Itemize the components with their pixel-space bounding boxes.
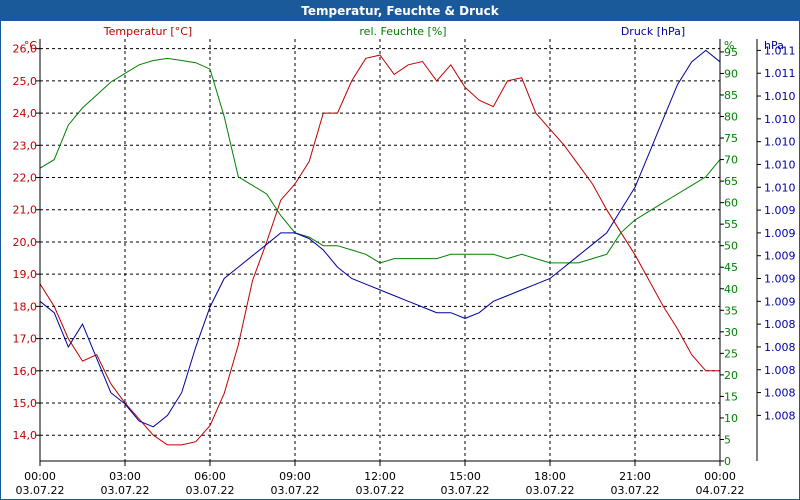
humidity-tick-label: 20	[724, 369, 738, 382]
x-tick-date: 03.07.22	[356, 484, 405, 497]
humidity-tick-label: 70	[724, 154, 738, 167]
humidity-legend-label: rel. Feuchte [%]	[359, 25, 446, 38]
x-tick-time: 00:00	[24, 470, 56, 483]
pressure-tick-label: 1.008	[764, 387, 796, 400]
temperature-tick-label: 26,0	[13, 43, 38, 56]
humidity-tick-label: 90	[724, 67, 738, 80]
humidity-tick-label: 80	[724, 111, 738, 124]
humidity-tick-label: 60	[724, 197, 738, 210]
x-tick-date: 03.07.22	[526, 484, 575, 497]
humidity-tick-label: 65	[724, 175, 738, 188]
temperature-tick-label: 15,0	[13, 397, 38, 410]
x-tick-date: 03.07.22	[186, 484, 235, 497]
humidity-tick-label: 45	[724, 261, 738, 274]
temperature-tick-label: 22,0	[13, 172, 38, 185]
x-tick-date: 03.07.22	[16, 484, 65, 497]
x-tick-time: 15:00	[449, 470, 481, 483]
humidity-tick-label: 95	[724, 46, 738, 59]
x-tick-time: 03:00	[109, 470, 141, 483]
pressure-legend-label: Druck [hPa]	[621, 25, 685, 38]
chart-labels: 00:0003.07.2203:0003.07.2206:0003.07.220…	[13, 25, 796, 497]
temperature-tick-label: 19,0	[13, 268, 38, 281]
chart-grid	[40, 39, 720, 461]
pressure-tick-label: 1.010	[764, 136, 796, 149]
temperature-tick-label: 24,0	[13, 107, 38, 120]
x-tick-date: 03.07.22	[271, 484, 320, 497]
temperature-tick-label: 23,0	[13, 139, 38, 152]
pressure-series-line	[39, 49, 721, 428]
pressure-tick-label: 1.009	[764, 227, 796, 240]
pressure-tick-label: 1.010	[764, 90, 796, 103]
pressure-tick-label: 1.009	[764, 273, 796, 286]
x-tick-date: 03.07.22	[611, 484, 660, 497]
humidity-tick-label: 30	[724, 326, 738, 339]
pressure-tick-label: 1.009	[764, 295, 796, 308]
x-tick-time: 18:00	[534, 470, 566, 483]
pressure-tick-label: 1.008	[764, 409, 796, 422]
pressure-tick-label: 1.011	[764, 44, 796, 57]
pressure-unit: hPa	[764, 39, 784, 52]
x-tick-time: 21:00	[619, 470, 651, 483]
x-tick-time: 09:00	[279, 470, 311, 483]
temperature-tick-label: 18,0	[13, 300, 38, 313]
pressure-tick-label: 1.010	[764, 158, 796, 171]
humidity-tick-label: 10	[724, 412, 738, 425]
humidity-tick-label: 25	[724, 347, 738, 360]
x-tick-time: 12:00	[364, 470, 396, 483]
temperature-tick-label: 20,0	[13, 236, 38, 249]
pressure-tick-label: 1.009	[764, 250, 796, 263]
humidity-tick-label: 75	[724, 132, 738, 145]
humidity-tick-label: 0	[724, 455, 731, 468]
x-tick-date: 03.07.22	[101, 484, 150, 497]
humidity-series-line	[39, 57, 721, 264]
temperature-tick-label: 17,0	[13, 333, 38, 346]
window-title: Temperatur, Feuchte & Druck	[1, 1, 799, 21]
humidity-tick-label: 85	[724, 89, 738, 102]
x-tick-date: 04.07.22	[696, 484, 745, 497]
temperature-tick-label: 25,0	[13, 75, 38, 88]
humidity-tick-label: 15	[724, 390, 738, 403]
temperature-unit: °C	[24, 39, 38, 52]
temperature-tick-label: 14,0	[13, 429, 38, 442]
x-tick-time: 00:00	[704, 470, 736, 483]
temperature-tick-label: 16,0	[13, 365, 38, 378]
pressure-tick-label: 1.010	[764, 113, 796, 126]
humidity-tick-label: 40	[724, 283, 738, 296]
pressure-tick-label: 1.008	[764, 341, 796, 354]
humidity-tick-label: 50	[724, 240, 738, 253]
humidity-tick-label: 35	[724, 304, 738, 317]
temperature-legend-label: Temperatur [°C]	[103, 25, 192, 38]
chart-series	[39, 49, 721, 446]
pressure-tick-label: 1.008	[764, 364, 796, 377]
pressure-tick-label: 1.011	[764, 67, 796, 80]
humidity-unit: %	[724, 39, 734, 52]
humidity-tick-label: 55	[724, 218, 738, 231]
x-tick-date: 03.07.22	[441, 484, 490, 497]
chart-axes	[36, 39, 761, 466]
humidity-tick-label: 5	[724, 433, 731, 446]
x-tick-time: 06:00	[194, 470, 226, 483]
pressure-tick-label: 1.008	[764, 318, 796, 331]
pressure-tick-label: 1.010	[764, 181, 796, 194]
temperature-tick-label: 21,0	[13, 204, 38, 217]
temperature-series-line	[39, 54, 720, 446]
pressure-tick-label: 1.009	[764, 204, 796, 217]
